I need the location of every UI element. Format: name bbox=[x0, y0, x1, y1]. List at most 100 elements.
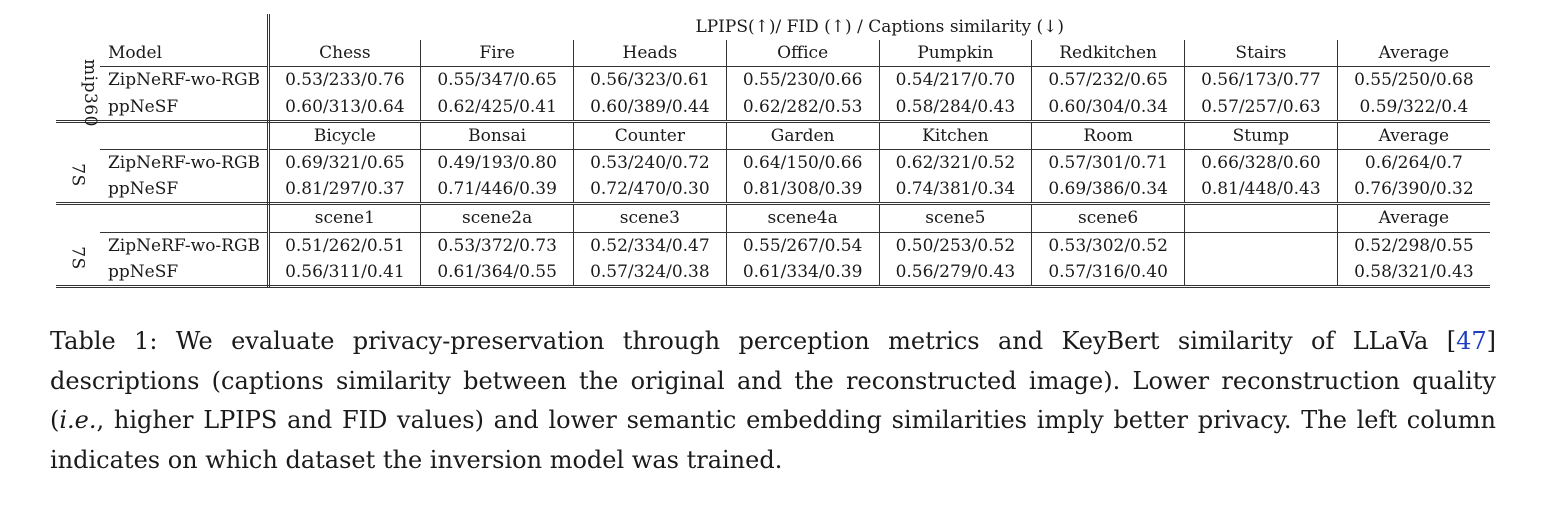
metric-cell: 0.50/253/0.52 bbox=[879, 232, 1033, 259]
metric-cell: 0.60/313/0.64 bbox=[268, 93, 422, 123]
scene-header: Average bbox=[1337, 203, 1490, 233]
metric-cell bbox=[1184, 258, 1338, 288]
metric-cell: 0.58/284/0.43 bbox=[879, 93, 1033, 123]
metric-cell: 0.56/311/0.41 bbox=[268, 258, 422, 288]
model-name: ppNeSF bbox=[100, 176, 270, 206]
dataset-label-cell: mip360 bbox=[56, 40, 100, 127]
table-row: ZipNeRF-wo-RGB 0.69/321/0.65 0.49/193/0.80… bbox=[56, 149, 1490, 177]
metric-cell: 0.76/390/0.32 bbox=[1337, 176, 1490, 206]
scene-header-row: mip360 Model Chess Fire Heads Office Pumpkin Re… bbox=[56, 40, 1490, 127]
scene-header: scene2a bbox=[420, 203, 574, 233]
metric-cell: 0.62/321/0.52 bbox=[879, 149, 1033, 177]
model-header bbox=[100, 121, 270, 150]
scene-header: scene4a bbox=[726, 203, 880, 233]
scene-header: Pumpkin bbox=[879, 40, 1033, 68]
metric-cell: 0.71/446/0.39 bbox=[420, 176, 574, 206]
metric-cell: 0.56/279/0.43 bbox=[879, 258, 1033, 288]
metric-cell: 0.53/233/0.76 bbox=[268, 66, 422, 94]
metric-cell: 0.49/193/0.80 bbox=[420, 149, 574, 177]
metric-cell: 0.55/230/0.66 bbox=[726, 66, 880, 94]
metric-cell: 0.53/372/0.73 bbox=[420, 232, 574, 259]
metric-cell: 0.57/301/0.71 bbox=[1031, 149, 1185, 177]
metric-cell: 0.81/448/0.43 bbox=[1184, 176, 1338, 206]
scene-header: scene3 bbox=[573, 203, 727, 233]
metric-cell: 0.60/389/0.44 bbox=[573, 93, 727, 123]
table-row: ppNeSF 0.56/311/0.41 0.61/364/0.55 0.57/324… bbox=[56, 258, 1490, 288]
empty-cell bbox=[56, 14, 100, 40]
dataset-label-cell: 7S bbox=[56, 121, 100, 206]
metric-cell: 0.69/321/0.65 bbox=[268, 149, 422, 177]
scene-header: Average bbox=[1337, 121, 1490, 150]
scene-header: Stairs bbox=[1184, 40, 1338, 68]
metric-cell: 0.81/308/0.39 bbox=[726, 176, 880, 206]
metric-cell: 0.6/264/0.7 bbox=[1364, 153, 1463, 174]
scene-header: Redkitchen bbox=[1031, 40, 1185, 68]
metric-cell: 0.57/257/0.63 bbox=[1184, 93, 1338, 123]
model-header bbox=[100, 203, 270, 233]
scene-header: Average bbox=[1337, 40, 1490, 68]
scene-header: Office bbox=[726, 40, 880, 68]
metric-cell: 0.72/470/0.30 bbox=[573, 176, 727, 206]
dataset-label: mip360 bbox=[79, 58, 100, 127]
metric-cell: 0.60/304/0.34 bbox=[1031, 93, 1185, 123]
metric-cell: 0.58/321/0.43 bbox=[1337, 258, 1490, 288]
model-name: ppNeSF bbox=[100, 93, 270, 123]
scene-header: Bonsai bbox=[420, 121, 574, 150]
scene-header: Heads bbox=[573, 40, 727, 68]
dataset-label-cell: 7S bbox=[56, 203, 100, 288]
results-table-body: LPIPS(↑)/ FID (↑) / Captions similarity … bbox=[56, 14, 1490, 288]
scene-header bbox=[1184, 203, 1338, 233]
table-row: ppNeSF 0.81/297/0.37 0.71/446/0.39 0.72/470… bbox=[56, 176, 1490, 206]
metric-cell: 0.62/425/0.41 bbox=[420, 93, 574, 123]
citation-link[interactable]: 47 bbox=[1456, 327, 1487, 355]
caption-text-1: Table 1: We evaluate privacy-preservatio… bbox=[50, 327, 1457, 355]
caption-italic: i.e. bbox=[59, 406, 97, 435]
model-name: ZipNeRF-wo-RGB bbox=[100, 66, 270, 94]
metric-cell: 0.53/302/0.52 bbox=[1031, 232, 1185, 259]
scene-header: Room bbox=[1031, 121, 1185, 150]
metric-cell: 0.52/334/0.47 bbox=[573, 232, 727, 259]
scene-header: Stump bbox=[1184, 121, 1338, 150]
scene-header: Fire bbox=[420, 40, 574, 68]
metric-cell: 0.54/217/0.70 bbox=[879, 66, 1033, 94]
scene-header: Garden bbox=[726, 121, 880, 150]
scene-header: scene5 bbox=[879, 203, 1033, 233]
table-row: ZipNeRF-wo-RGB 0.53/233/0.76 0.55/347/0.65… bbox=[56, 66, 1490, 94]
metric-cell bbox=[1184, 232, 1338, 259]
scene-header: Kitchen bbox=[879, 121, 1033, 150]
table-row: ppNeSF 0.60/313/0.64 0.62/425/0.41 0.60/389… bbox=[56, 93, 1490, 123]
metric-cell: 0.62/282/0.53 bbox=[726, 93, 880, 123]
model-name: ZipNeRF-wo-RGB bbox=[100, 232, 270, 259]
metric-cell: 0.74/381/0.34 bbox=[879, 176, 1033, 206]
metric-cell: 0.61/364/0.55 bbox=[420, 258, 574, 288]
model-header: Model bbox=[100, 40, 270, 68]
scene-header: scene6 bbox=[1031, 203, 1185, 233]
model-name: ZipNeRF-wo-RGB bbox=[100, 149, 270, 177]
scene-header: Chess bbox=[268, 40, 422, 68]
metric-cell: 0.59/322/0.4 bbox=[1337, 93, 1490, 123]
dataset-label: 7S bbox=[68, 163, 88, 188]
metric-header-row: LPIPS(↑)/ FID (↑) / Captions similarity … bbox=[56, 14, 1490, 41]
metric-cell: 0.61/334/0.39 bbox=[726, 258, 880, 288]
metric-cell: 0.52/298/0.55 bbox=[1354, 235, 1474, 256]
scene-header-row: 7S Bicycle Bonsai Counter Garden Kitchen Room S… bbox=[56, 121, 1490, 206]
metric-cell: 0.56/173/0.77 bbox=[1184, 66, 1338, 94]
metric-cell: 0.56/323/0.61 bbox=[573, 66, 727, 94]
metric-cell: 0.53/240/0.72 bbox=[573, 149, 727, 177]
metric-cell: 0.57/316/0.40 bbox=[1031, 258, 1185, 288]
caption-text-2: ] descriptions (captions similarity betw… bbox=[50, 327, 1496, 435]
metric-cell: 0.69/386/0.34 bbox=[1031, 176, 1185, 206]
metric-cell: 0.55/267/0.54 bbox=[726, 232, 880, 259]
scene-header: Bicycle bbox=[268, 121, 422, 150]
caption-text-3: , higher LPIPS and FID values) and lower… bbox=[50, 406, 1496, 474]
table-caption: Table 1: We evaluate privacy-preservatio… bbox=[50, 322, 1496, 480]
metric-cell: 0.66/328/0.60 bbox=[1184, 149, 1338, 177]
model-name: ppNeSF bbox=[100, 258, 270, 288]
metric-cell: 0.81/297/0.37 bbox=[268, 176, 422, 206]
empty-cell bbox=[100, 14, 270, 41]
results-table: LPIPS(↑)/ FID (↑) / Captions similarity … bbox=[56, 14, 1490, 288]
metric-cell: 0.64/150/0.66 bbox=[726, 149, 880, 177]
table-row: ZipNeRF-wo-RGB 0.51/262/0.51 0.53/372/0.73… bbox=[56, 232, 1490, 259]
metric-cell: 0.55/347/0.65 bbox=[420, 66, 574, 94]
scene-header: scene1 bbox=[268, 203, 422, 233]
